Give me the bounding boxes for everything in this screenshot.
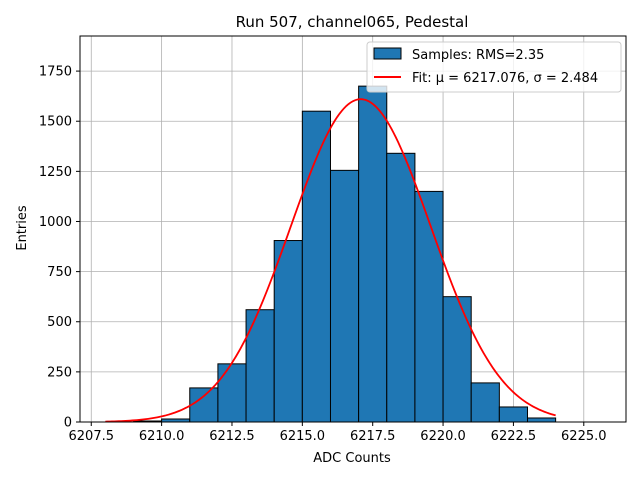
x-axis: 6207.5 6210.0 6212.5 6215.0 6217.5 6220.0 6222… xyxy=(69,422,607,444)
x-tick-label: 6212.5 xyxy=(209,429,255,444)
x-tick-label: 6210.0 xyxy=(139,429,185,444)
histogram-bars xyxy=(132,85,557,423)
histogram-bar xyxy=(273,240,303,423)
x-tick-label: 6225.0 xyxy=(561,429,607,444)
x-axis-label: ADC Counts xyxy=(313,451,391,466)
plot-frame xyxy=(79,35,627,423)
histogram-bar xyxy=(245,309,275,423)
y-tick-label: 500 xyxy=(47,315,72,330)
histogram-bar xyxy=(386,152,416,423)
legend-label-fit: Fit: μ = 6217.076, σ = 2.484 xyxy=(412,71,598,86)
legend-box xyxy=(366,41,622,93)
y-axis: 0 250 500 750 1000 1250 1500 1750 xyxy=(39,65,80,431)
histogram-bar xyxy=(189,387,219,423)
histogram-bar xyxy=(329,169,360,423)
histogram-bar xyxy=(442,296,472,423)
y-tick-label: 1250 xyxy=(39,165,72,180)
y-tick-label: 1500 xyxy=(39,115,72,130)
histogram-bar xyxy=(358,85,388,423)
x-tick-label: 6220.0 xyxy=(420,429,466,444)
y-axis-label: Entries xyxy=(15,205,30,251)
legend-label-samples: Samples: RMS=2.35 xyxy=(412,48,544,63)
x-tick-label: 6207.5 xyxy=(69,429,115,444)
histogram-bar xyxy=(498,406,528,423)
x-tick-label: 6222.5 xyxy=(491,429,537,444)
fit-curve-layer xyxy=(105,98,556,423)
y-tick-label: 1750 xyxy=(39,65,72,80)
chart-title: Run 507, channel065, Pedestal xyxy=(236,13,469,31)
y-tick-label: 750 xyxy=(47,265,72,280)
legend-swatch-samples xyxy=(373,47,402,60)
histogram-bar xyxy=(526,417,557,423)
y-tick-label: 1000 xyxy=(39,215,72,230)
histogram-bar xyxy=(470,382,500,423)
legend: Samples: RMS=2.35 Fit: μ = 6217.076, σ =… xyxy=(366,41,622,93)
fit-curve xyxy=(105,98,556,423)
histogram-bar xyxy=(301,110,331,423)
histogram-bar xyxy=(414,190,444,423)
x-tick-label: 6217.5 xyxy=(350,429,396,444)
y-tick-label: 250 xyxy=(47,365,72,380)
y-tick-label: 0 xyxy=(64,416,72,431)
x-tick-label: 6215.0 xyxy=(280,429,326,444)
histogram-bar xyxy=(217,363,247,423)
